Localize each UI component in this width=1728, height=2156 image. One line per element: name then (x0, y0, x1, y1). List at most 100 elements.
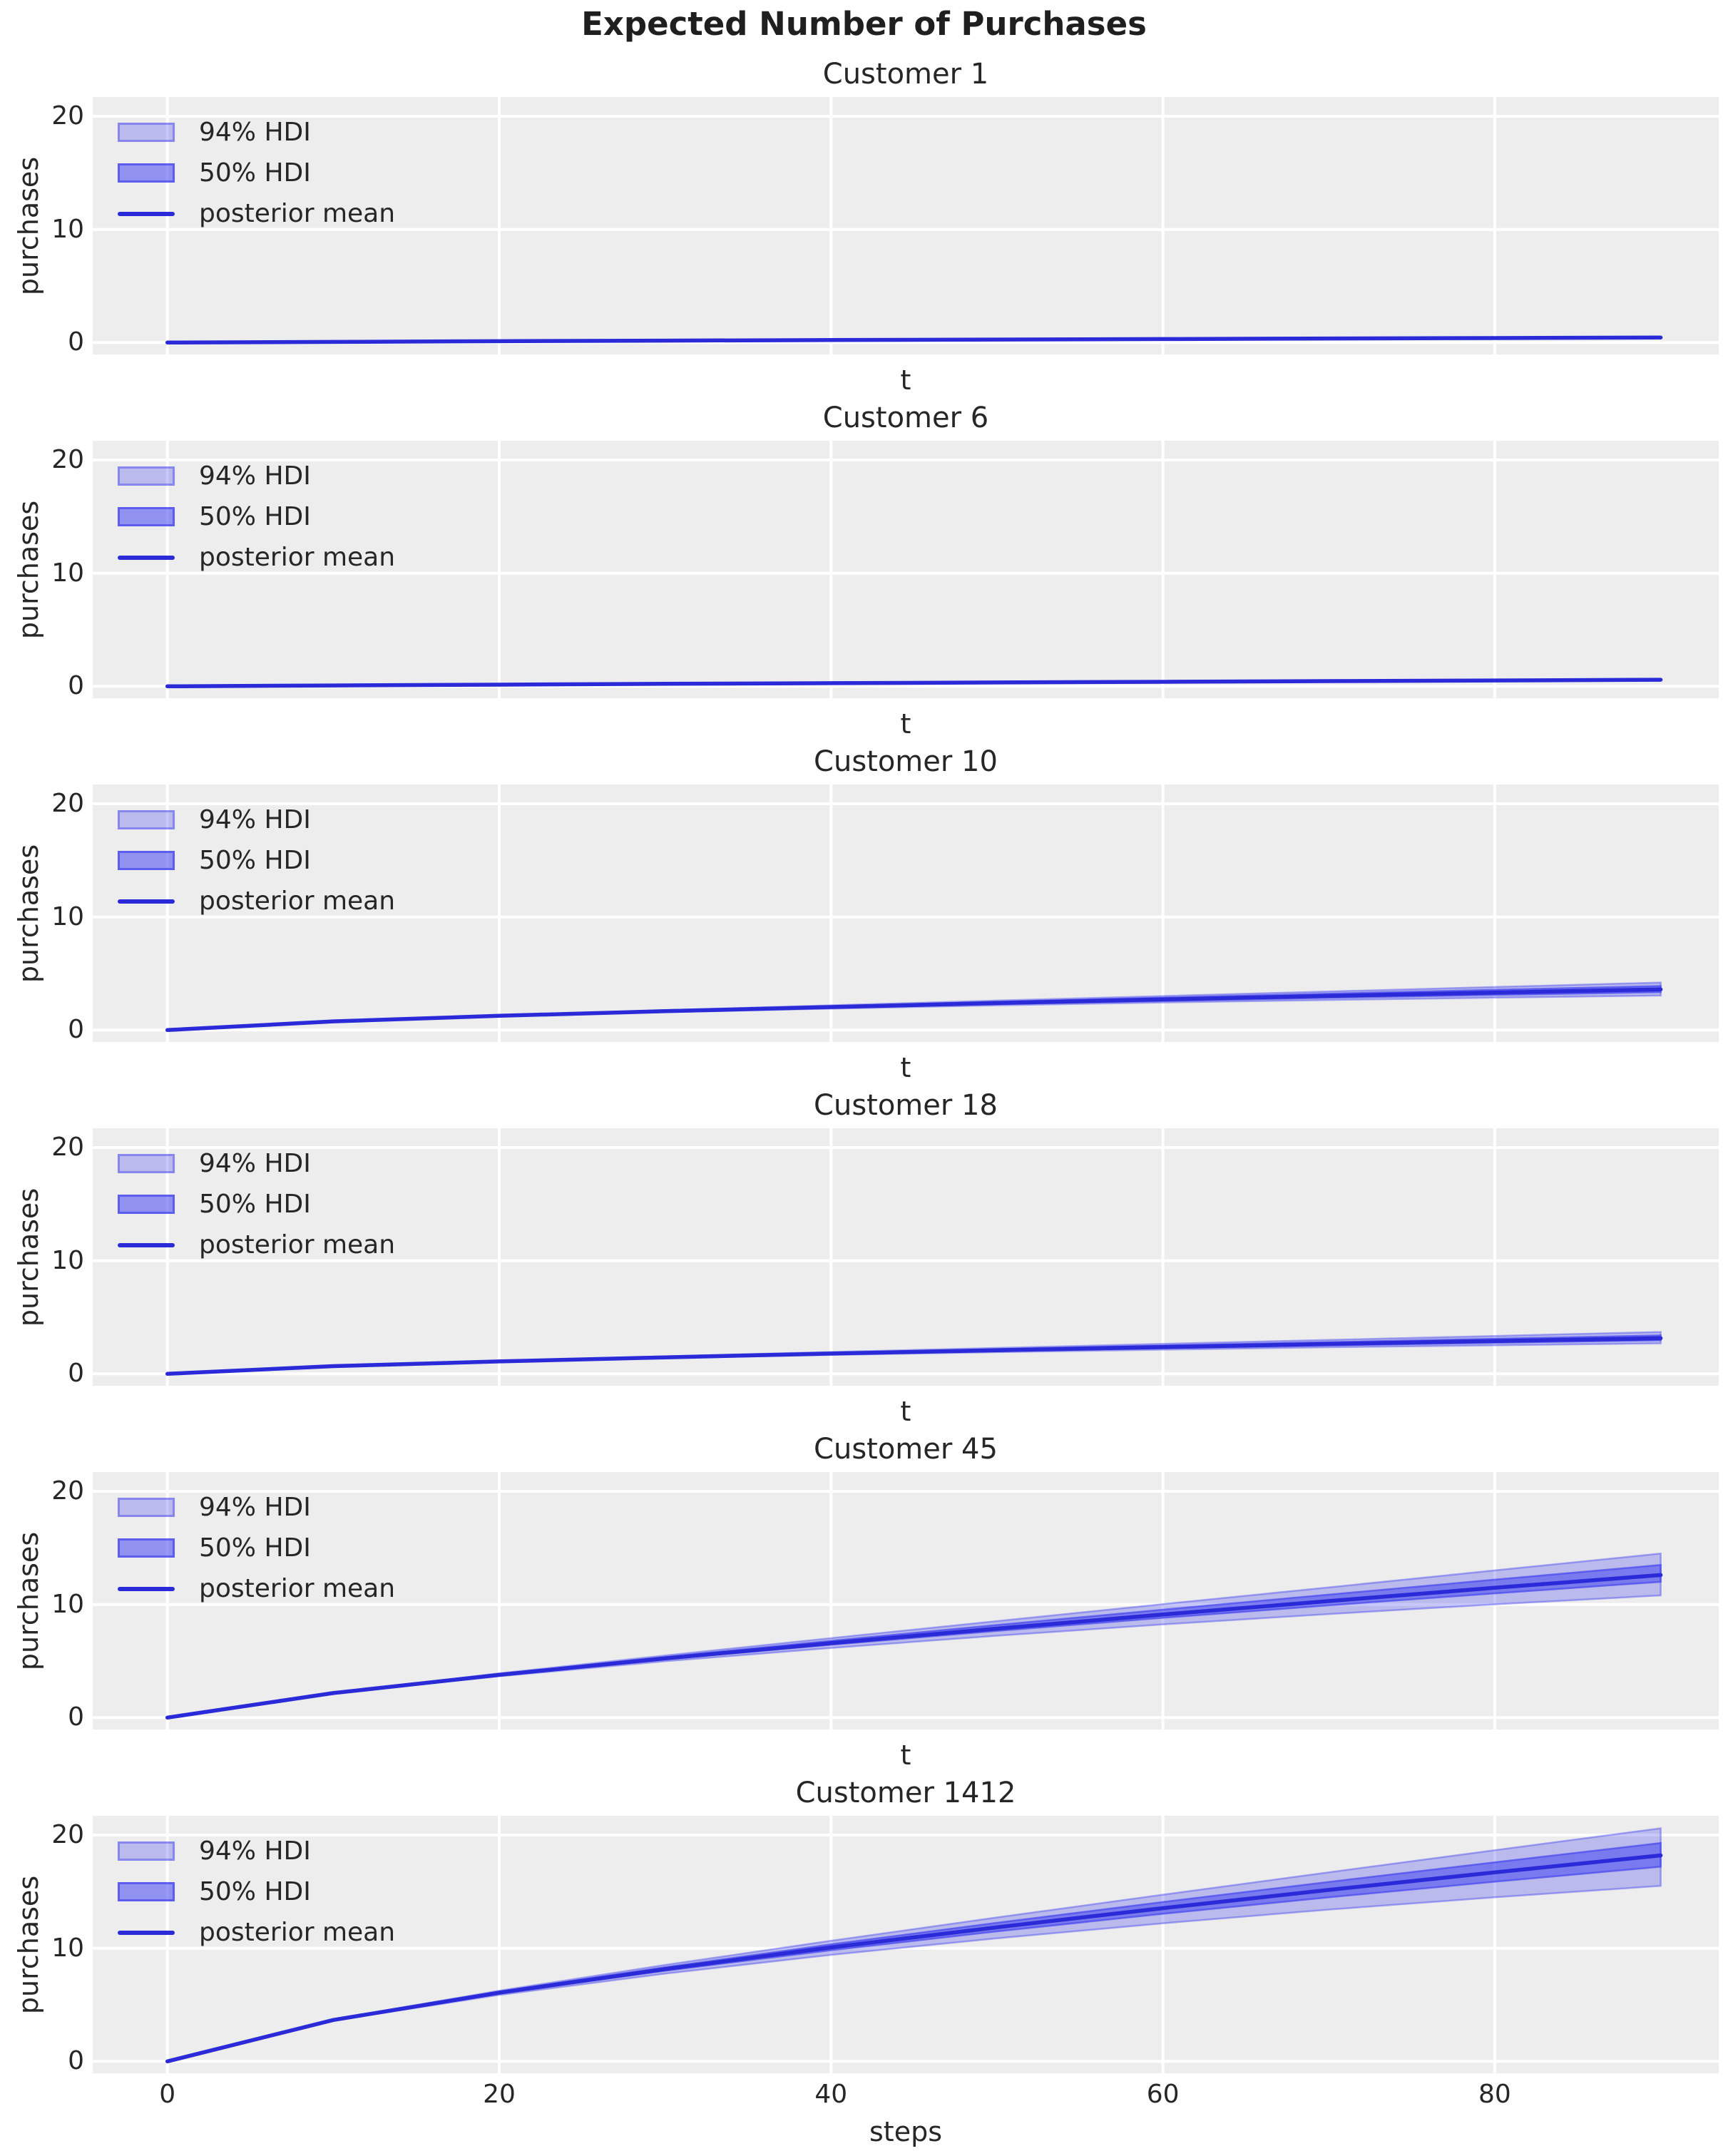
legend-posterior-mean-line-swatch (118, 1242, 175, 1247)
legend-row: 94% HDI (118, 1150, 395, 1176)
legend-94-hdi-swatch (118, 123, 175, 142)
posterior-mean-line (165, 678, 1663, 689)
y-tick-label: 0 (68, 327, 84, 357)
legend-label: posterior mean (199, 1573, 396, 1603)
legend-row: posterior mean (118, 1919, 395, 1945)
x-axis-label: t (900, 708, 911, 740)
legend-label: posterior mean (199, 198, 396, 228)
y-tick-label: 0 (68, 671, 84, 701)
legend-row: 50% HDI (118, 504, 395, 529)
x-tick-label: 20 (483, 2080, 516, 2109)
plot-area: 94% HDI 50% HDI posterior mean (93, 785, 1719, 1042)
plot-svg (93, 1816, 1719, 2073)
plot-svg (93, 1472, 1719, 1730)
x-tick-label: 80 (1478, 2080, 1511, 2109)
y-tick-label: 10 (51, 214, 84, 244)
x-axis-label: t (900, 364, 911, 396)
posterior-mean-line (165, 1336, 1663, 1376)
legend-posterior-mean-line-swatch (118, 211, 175, 216)
y-tick-label: 0 (68, 1702, 84, 1732)
legend-row: posterior mean (118, 544, 395, 570)
legend-label: 50% HDI (199, 1189, 311, 1219)
x-axis-label: steps (869, 2116, 942, 2147)
y-tick-label: 20 (51, 101, 84, 131)
legend-label: 94% HDI (199, 1836, 311, 1866)
plot-area: 94% HDI 50% HDI posterior mean (93, 1128, 1719, 1386)
legend: 94% HDI 50% HDI posterior mean (118, 1494, 396, 1620)
legend: 94% HDI 50% HDI posterior mean (118, 117, 395, 245)
legend-label: posterior mean (199, 542, 396, 572)
plot-svg (93, 785, 1719, 1042)
legend-row: 94% HDI (118, 117, 395, 147)
plot-area: 94% HDI 50% HDI posterior mean (93, 441, 1719, 698)
legend-94-hdi-swatch (118, 1841, 175, 1861)
subplot-customer-1: Customer 1 purchases 20 10 0 94% HDI 50% HDI po… (0, 26, 1728, 454)
legend-row: 50% HDI (118, 158, 395, 188)
legend-label: 50% HDI (199, 845, 311, 875)
legend-50-hdi-swatch (118, 507, 175, 526)
legend-posterior-mean-line-swatch (118, 899, 175, 904)
legend-posterior-mean-line-swatch (118, 555, 175, 560)
y-tick-label: 20 (51, 1476, 84, 1506)
legend-94-hdi-swatch (118, 1498, 175, 1517)
legend-94-hdi-swatch (118, 810, 175, 829)
legend-label: 94% HDI (199, 1148, 311, 1178)
subplot-title: Customer 1412 (795, 1777, 1016, 1809)
legend-label: posterior mean (199, 1230, 396, 1260)
y-tick-label: 10 (51, 901, 84, 931)
legend-50-hdi-swatch (118, 851, 175, 870)
legend-50-hdi-swatch (118, 1538, 175, 1558)
y-tick-label: 20 (51, 789, 84, 818)
legend-label: 94% HDI (199, 1492, 311, 1522)
x-axis-label: t (900, 1052, 911, 1083)
legend-label: posterior mean (199, 886, 396, 916)
legend-label: 50% HDI (199, 1876, 311, 1906)
legend-label: 50% HDI (199, 501, 311, 531)
legend-posterior-mean-line-swatch (118, 1586, 175, 1591)
legend-row: posterior mean (118, 886, 396, 916)
plot-area: 94% HDI 50% HDI posterior mean (93, 1816, 1719, 2073)
subplot-customer-45: Customer 45 purchases 20 10 0 94% HDI 50% HDI p… (0, 1401, 1728, 1829)
posterior-mean-line (165, 335, 1663, 345)
legend: 94% HDI 50% HDI posterior mean (118, 1836, 395, 1963)
legend-row: 50% HDI (118, 847, 395, 873)
subplot-customer-18: Customer 18 purchases 20 10 0 94% HDI 50% HDI p… (0, 1057, 1728, 1485)
plot-area: 94% HDI 50% HDI posterior mean (93, 97, 1719, 354)
legend-50-hdi-swatch (118, 1882, 175, 1901)
legend: 94% HDI 50% HDI posterior mean (118, 461, 395, 588)
x-axis-label: t (900, 1739, 911, 1771)
subplot-title: Customer 1 (822, 58, 989, 91)
x-tick-label: 40 (814, 2080, 848, 2109)
legend-posterior-mean-line-swatch (118, 1930, 175, 1935)
y-tick-label: 10 (51, 1589, 84, 1619)
legend-label: 50% HDI (199, 158, 311, 188)
subplot-title: Customer 45 (814, 1433, 998, 1466)
legend-row: 94% HDI (118, 1494, 395, 1520)
subplot-title: Customer 10 (814, 745, 998, 778)
legend-label: 94% HDI (199, 461, 311, 491)
plot-svg (93, 441, 1719, 698)
legend-row: 94% HDI (118, 461, 395, 491)
y-tick-label: 10 (51, 1245, 84, 1275)
y-tick-label: 20 (51, 1133, 84, 1162)
legend-94-hdi-swatch (118, 466, 175, 486)
legend-label: 50% HDI (199, 1533, 311, 1563)
posterior-mean-line (165, 1853, 1663, 2064)
legend-50-hdi-swatch (118, 163, 175, 183)
x-tick-label: 0 (159, 2080, 176, 2109)
legend-row: posterior mean (118, 200, 395, 226)
subplot-title: Customer 18 (814, 1089, 998, 1122)
posterior-mean-line (165, 987, 1663, 1033)
y-tick-label: 10 (51, 558, 84, 588)
figure-suptitle: Expected Number of Purchases (581, 5, 1147, 43)
legend-label: 94% HDI (199, 804, 311, 834)
legend: 94% HDI 50% HDI posterior mean (118, 804, 396, 932)
subplot-title: Customer 6 (822, 402, 989, 434)
subplot-customer-1412: Customer 1412 purchases 20 10 0 94% HDI 50% HD… (0, 1744, 1728, 2156)
y-tick-label: 10 (51, 1933, 84, 1963)
plot-svg (93, 97, 1719, 354)
legend-row: 50% HDI (118, 1189, 395, 1219)
legend-label: 94% HDI (199, 117, 311, 147)
subplot-customer-6: Customer 6 purchases 20 10 0 94% HDI 50% HDI po… (0, 369, 1728, 797)
